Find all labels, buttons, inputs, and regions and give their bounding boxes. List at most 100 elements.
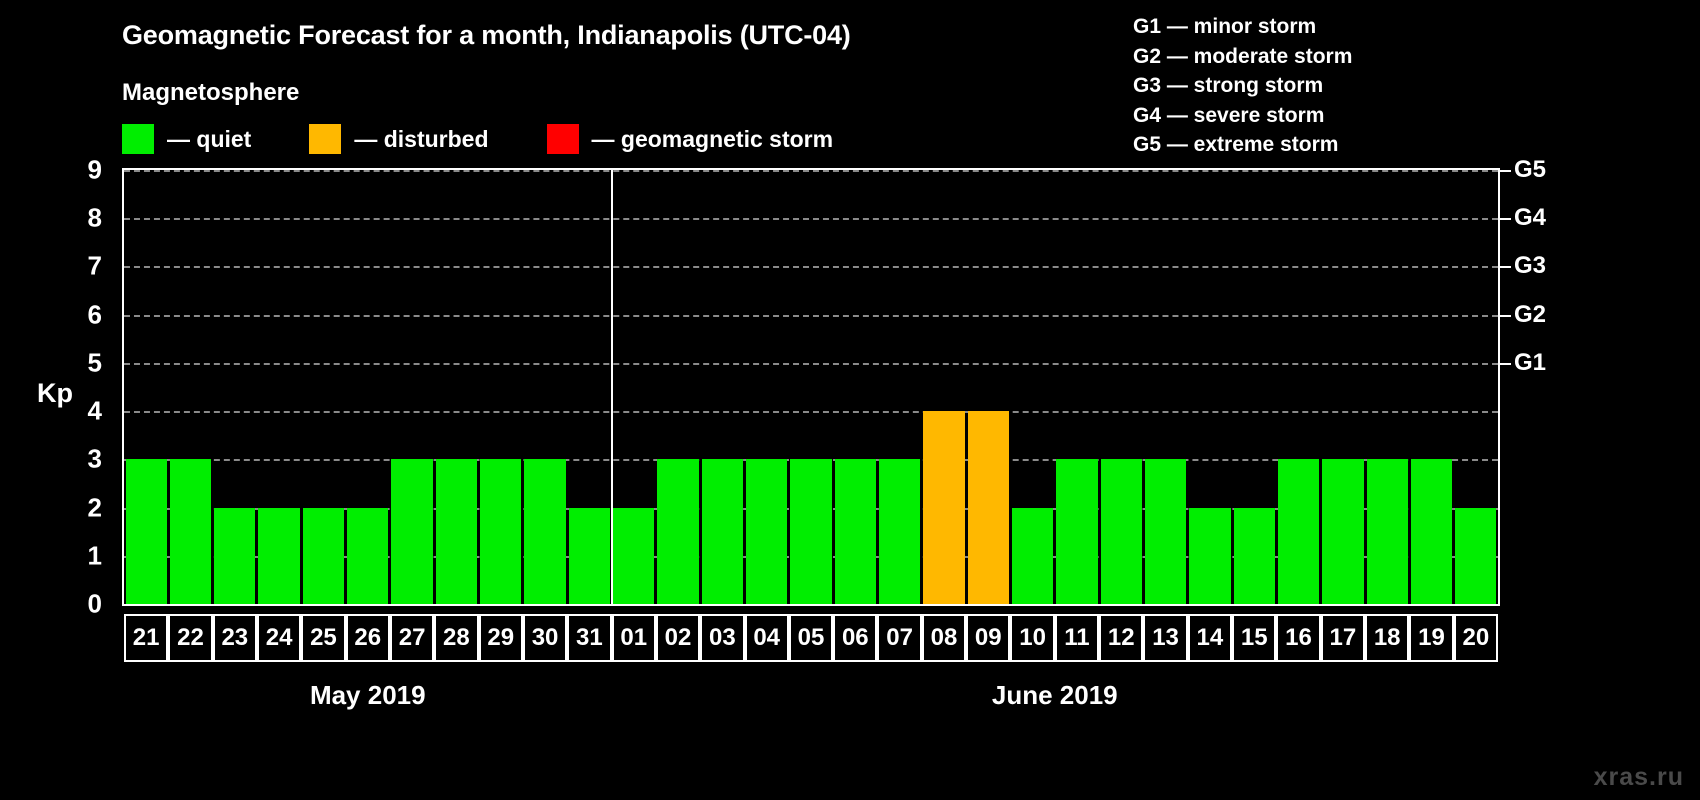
legend-item-disturbed: — disturbed [309, 123, 489, 155]
date-cell-31[interactable]: 31 [567, 614, 612, 662]
date-cell-09[interactable]: 09 [966, 614, 1011, 662]
y-axis-labels: 0 1 2 3 4 5 6 7 8 9 [72, 155, 102, 619]
g-tick-label-G2: G2 [1514, 300, 1547, 328]
bar-09[interactable] [967, 411, 1009, 604]
date-cell-07[interactable]: 07 [877, 614, 922, 662]
gscale-line-g1: G1 — minor storm [1133, 15, 1317, 38]
bar-05[interactable] [790, 459, 832, 604]
bar-19[interactable] [1410, 459, 1453, 604]
date-cell-20[interactable]: 20 [1453, 614, 1498, 662]
date-cell-04[interactable]: 04 [744, 614, 789, 662]
bar-21[interactable] [125, 459, 167, 604]
date-cell-13[interactable]: 13 [1143, 614, 1188, 662]
bar-22[interactable] [169, 459, 212, 604]
gscale-line-g2: G2 — moderate storm [1133, 44, 1353, 68]
date-cell-10[interactable]: 10 [1010, 614, 1055, 662]
bar-03[interactable] [701, 459, 743, 604]
g-tick-mark-G4 [1500, 218, 1511, 221]
y-tick-label-2: 2 [87, 492, 102, 523]
month-divider-line [610, 170, 613, 604]
date-cell-12[interactable]: 12 [1099, 614, 1144, 662]
page-title: Geomagnetic Forecast for a month, Indian… [122, 20, 851, 50]
date-cell-16[interactable]: 16 [1276, 614, 1321, 662]
y-axis-title: Kp [37, 378, 73, 408]
bar-31[interactable] [568, 507, 611, 604]
magnetosphere-legend: — quiet — disturbed — geomagnetic storm [122, 123, 833, 155]
y-tick-label-6: 6 [87, 299, 102, 330]
date-cell-11[interactable]: 11 [1054, 614, 1100, 662]
bar-08[interactable] [923, 411, 965, 604]
date-cell-29[interactable]: 29 [478, 614, 523, 662]
date-cell-18[interactable]: 18 [1365, 614, 1410, 662]
date-cell-01[interactable]: 01 [611, 614, 656, 662]
legend-item-quiet: — quiet [122, 123, 251, 155]
bar-26[interactable] [347, 507, 389, 604]
magnetosphere-label: Magnetosphere [122, 79, 300, 106]
bar-23[interactable] [214, 507, 256, 604]
date-cell-25[interactable]: 25 [301, 614, 346, 662]
gridline-8 [124, 218, 1498, 221]
bar-13[interactable] [1144, 459, 1187, 604]
date-cell-21[interactable]: 21 [124, 614, 169, 662]
g-tick-label-G1: G1 [1514, 348, 1547, 376]
g-tick-mark-G1 [1500, 362, 1511, 365]
bar-28[interactable] [435, 459, 478, 604]
bar-29[interactable] [480, 459, 522, 604]
bar-14[interactable] [1189, 507, 1231, 604]
gscale-line-g3: G3 — strong storm [1133, 74, 1324, 97]
date-cell-03[interactable]: 03 [700, 614, 745, 662]
storm-color-swatch [546, 124, 579, 154]
date-cell-08[interactable]: 08 [921, 614, 967, 662]
y-tick-label-1: 1 [87, 540, 102, 571]
date-cell-05[interactable]: 05 [788, 614, 834, 662]
date-cell-19[interactable]: 19 [1409, 614, 1454, 662]
bar-17[interactable] [1322, 459, 1364, 604]
bar-11[interactable] [1056, 459, 1098, 604]
plot-inner [124, 170, 1498, 604]
watermark: xras.ru [1593, 763, 1684, 791]
date-cell-02[interactable]: 02 [655, 614, 701, 662]
date-cell-23[interactable]: 23 [212, 614, 257, 662]
date-cell-15[interactable]: 15 [1232, 614, 1277, 662]
bar-24[interactable] [258, 507, 300, 604]
plot-area [122, 168, 1500, 606]
gridline-9 [124, 170, 1498, 172]
bar-06[interactable] [834, 459, 876, 604]
date-cell-14[interactable]: 14 [1187, 614, 1233, 662]
gridline-7 [124, 266, 1498, 269]
month-label-0: May 2019 [309, 680, 426, 710]
month-label-1: June 2019 [991, 680, 1118, 710]
date-cell-28[interactable]: 28 [434, 614, 479, 662]
y-tick-label-7: 7 [87, 250, 102, 281]
g-tick-mark-G5 [1500, 170, 1511, 172]
date-cell-30[interactable]: 30 [522, 614, 568, 662]
bar-02[interactable] [657, 459, 699, 604]
date-cell-26[interactable]: 26 [345, 614, 390, 662]
bar-18[interactable] [1366, 459, 1408, 604]
gscale-line-g5: G5 — extreme storm [1133, 133, 1339, 156]
bar-07[interactable] [878, 459, 921, 604]
quiet-color-swatch [122, 124, 154, 154]
bar-16[interactable] [1277, 459, 1320, 604]
date-cell-06[interactable]: 06 [833, 614, 878, 662]
date-cell-17[interactable]: 17 [1320, 614, 1366, 662]
gridline-4 [124, 411, 1498, 414]
bar-10[interactable] [1011, 507, 1054, 604]
gscale-legend: G1 — minor storm G2 — moderate storm G3 … [1133, 12, 1352, 160]
date-cell-22[interactable]: 22 [168, 614, 213, 662]
g-tick-mark-G3 [1500, 266, 1511, 269]
bar-25[interactable] [302, 507, 345, 604]
date-axis: 21 22 23 24 25 26 27 28 29 30 31 01 02 03 04 05 06 07 08 09… [122, 614, 1500, 662]
bar-15[interactable] [1233, 507, 1275, 604]
date-cell-27[interactable]: 27 [389, 614, 435, 662]
gridline-6 [124, 314, 1498, 317]
bar-20[interactable] [1455, 507, 1497, 604]
bar-01[interactable] [613, 507, 655, 604]
bar-12[interactable] [1100, 459, 1142, 604]
bar-30[interactable] [524, 459, 566, 604]
bar-27[interactable] [391, 459, 433, 604]
legend-item-storm: — geomagnetic storm [546, 123, 833, 155]
bars-layer [124, 170, 1498, 604]
date-cell-24[interactable]: 24 [256, 614, 302, 662]
bar-04[interactable] [746, 459, 788, 604]
